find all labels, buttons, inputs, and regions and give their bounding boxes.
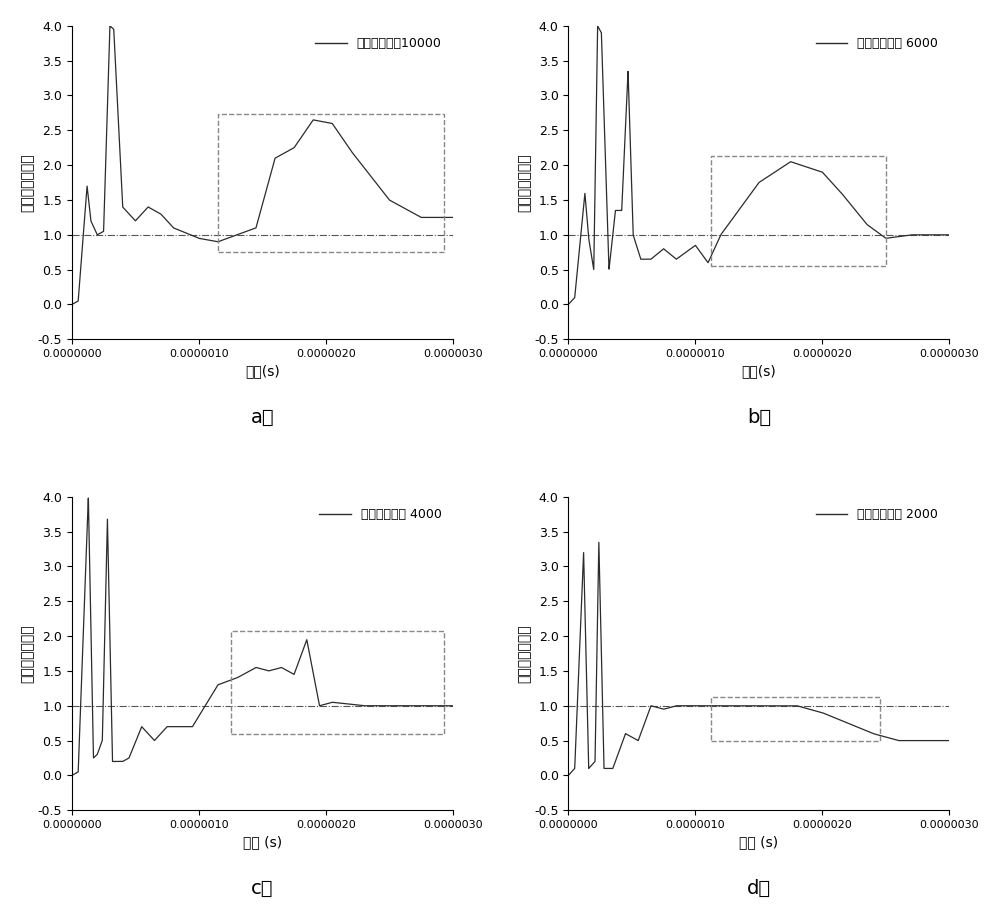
Bar [711,697,880,740]
X-axis label: 时间(s): 时间(s) [741,365,776,379]
Legend: 质量缩放系数 6000: 质量缩放系数 6000 [811,32,943,55]
Text: d）: d） [747,880,771,898]
X-axis label: 时间(s): 时间(s) [245,365,280,379]
Text: a）: a） [251,408,274,427]
Text: b）: b） [747,408,771,427]
X-axis label: 时间 (s): 时间 (s) [243,835,282,849]
Legend: 质量缩放系数 4000: 质量缩放系数 4000 [314,503,447,526]
Y-axis label: 工件动内能比值: 工件动内能比值 [517,153,531,212]
Text: c）: c） [251,880,274,898]
Y-axis label: 工件动内能比值: 工件动内能比值 [517,624,531,682]
Bar [711,157,886,266]
Legend: 质量缩放系数 2000: 质量缩放系数 2000 [811,503,943,526]
Legend: 质量缩放系数10000: 质量缩放系数10000 [310,32,447,55]
Bar [218,114,444,252]
Bar [231,631,444,734]
Y-axis label: 工件动内能比值: 工件动内能比值 [21,624,35,682]
X-axis label: 时间 (s): 时间 (s) [739,835,778,849]
Y-axis label: 工件动内能比值: 工件动内能比值 [21,153,35,212]
